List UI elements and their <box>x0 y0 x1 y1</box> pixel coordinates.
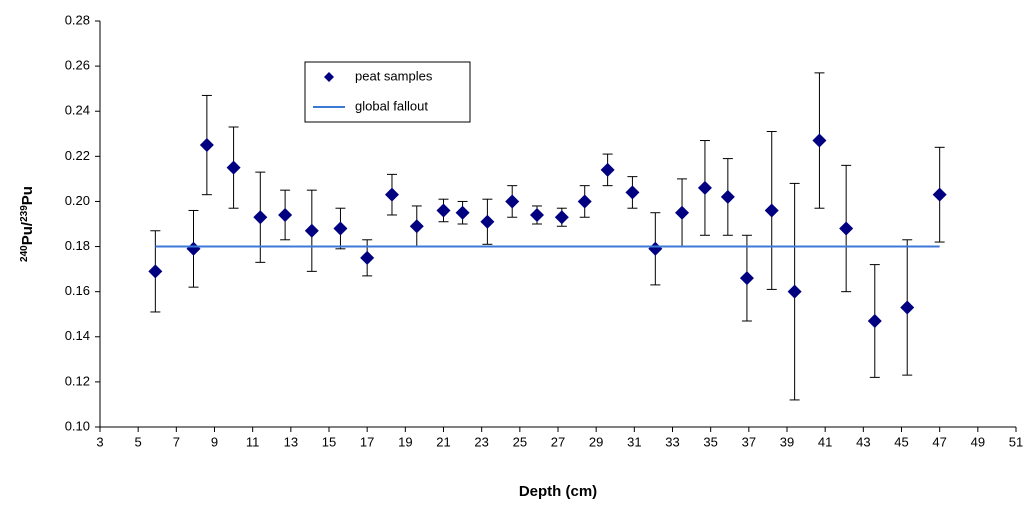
data-point <box>764 203 779 218</box>
data-point <box>505 194 520 209</box>
data-point <box>787 284 802 299</box>
x-tick-label: 5 <box>135 434 142 449</box>
y-tick-label: 0.24 <box>65 103 90 118</box>
x-tick-label: 25 <box>513 434 527 449</box>
x-tick-label: 15 <box>322 434 336 449</box>
y-axis-label-part: 239 <box>19 205 30 222</box>
data-point <box>360 250 375 265</box>
y-tick-label: 0.16 <box>65 283 90 298</box>
y-axis-label-part: Pu/ <box>19 221 36 245</box>
x-tick-label: 31 <box>627 434 641 449</box>
data-point <box>384 187 399 202</box>
data-point <box>697 180 712 195</box>
legend-label: peat samples <box>355 68 433 83</box>
legend-marker <box>324 72 334 82</box>
x-tick-label: 23 <box>474 434 488 449</box>
data-point <box>648 241 663 256</box>
data-point <box>577 194 592 209</box>
data-point <box>600 162 615 177</box>
x-tick-label: 51 <box>1009 434 1023 449</box>
x-tick-label: 33 <box>665 434 679 449</box>
data-point <box>554 210 569 225</box>
data-point <box>148 264 163 279</box>
data-point <box>720 189 735 204</box>
x-tick-label: 43 <box>856 434 870 449</box>
x-tick-label: 47 <box>932 434 946 449</box>
y-tick-label: 0.28 <box>65 12 90 27</box>
x-tick-label: 9 <box>211 434 218 449</box>
x-tick-label: 7 <box>173 434 180 449</box>
x-tick-label: 11 <box>246 434 260 449</box>
legend-label: global fallout <box>355 98 428 113</box>
x-tick-label: 35 <box>703 434 717 449</box>
data-point <box>932 187 947 202</box>
data-point <box>812 133 827 148</box>
y-tick-label: 0.14 <box>65 328 90 343</box>
x-tick-label: 3 <box>96 434 103 449</box>
data-point <box>436 203 451 218</box>
x-tick-label: 19 <box>398 434 412 449</box>
y-axis-label: 240Pu/239Pu <box>19 186 36 262</box>
x-axis-label: Depth (cm) <box>519 483 597 500</box>
data-point <box>186 241 201 256</box>
y-tick-label: 0.26 <box>65 58 90 73</box>
data-point <box>900 300 915 315</box>
x-tick-label: 41 <box>818 434 832 449</box>
data-point <box>530 207 545 222</box>
data-point <box>304 223 319 238</box>
x-tick-label: 27 <box>551 434 565 449</box>
x-tick-label: 21 <box>436 434 450 449</box>
x-tick-label: 13 <box>284 434 298 449</box>
y-tick-label: 0.22 <box>65 148 90 163</box>
x-tick-label: 45 <box>894 434 908 449</box>
y-tick-label: 0.20 <box>65 193 90 208</box>
x-tick-label: 49 <box>971 434 985 449</box>
data-point <box>480 214 495 229</box>
x-tick-label: 17 <box>360 434 374 449</box>
y-tick-label: 0.12 <box>65 373 90 388</box>
data-point <box>226 160 241 175</box>
data-point <box>625 185 640 200</box>
legend-box <box>304 61 471 123</box>
data-point <box>253 210 268 225</box>
y-tick-label: 0.10 <box>65 418 90 433</box>
data-point <box>839 221 854 236</box>
x-tick-label: 37 <box>742 434 756 449</box>
data-point <box>199 138 214 153</box>
data-point <box>867 313 882 328</box>
y-tick-label: 0.18 <box>65 238 90 253</box>
data-point <box>409 219 424 234</box>
data-point <box>675 205 690 220</box>
data-point <box>333 221 348 236</box>
x-tick-label: 29 <box>589 434 603 449</box>
data-point <box>455 205 470 220</box>
y-axis-label-part: Pu <box>19 186 36 205</box>
data-point <box>278 207 293 222</box>
data-point <box>739 271 754 286</box>
y-axis-label-part: 240 <box>19 245 30 262</box>
x-tick-label: 39 <box>780 434 794 449</box>
